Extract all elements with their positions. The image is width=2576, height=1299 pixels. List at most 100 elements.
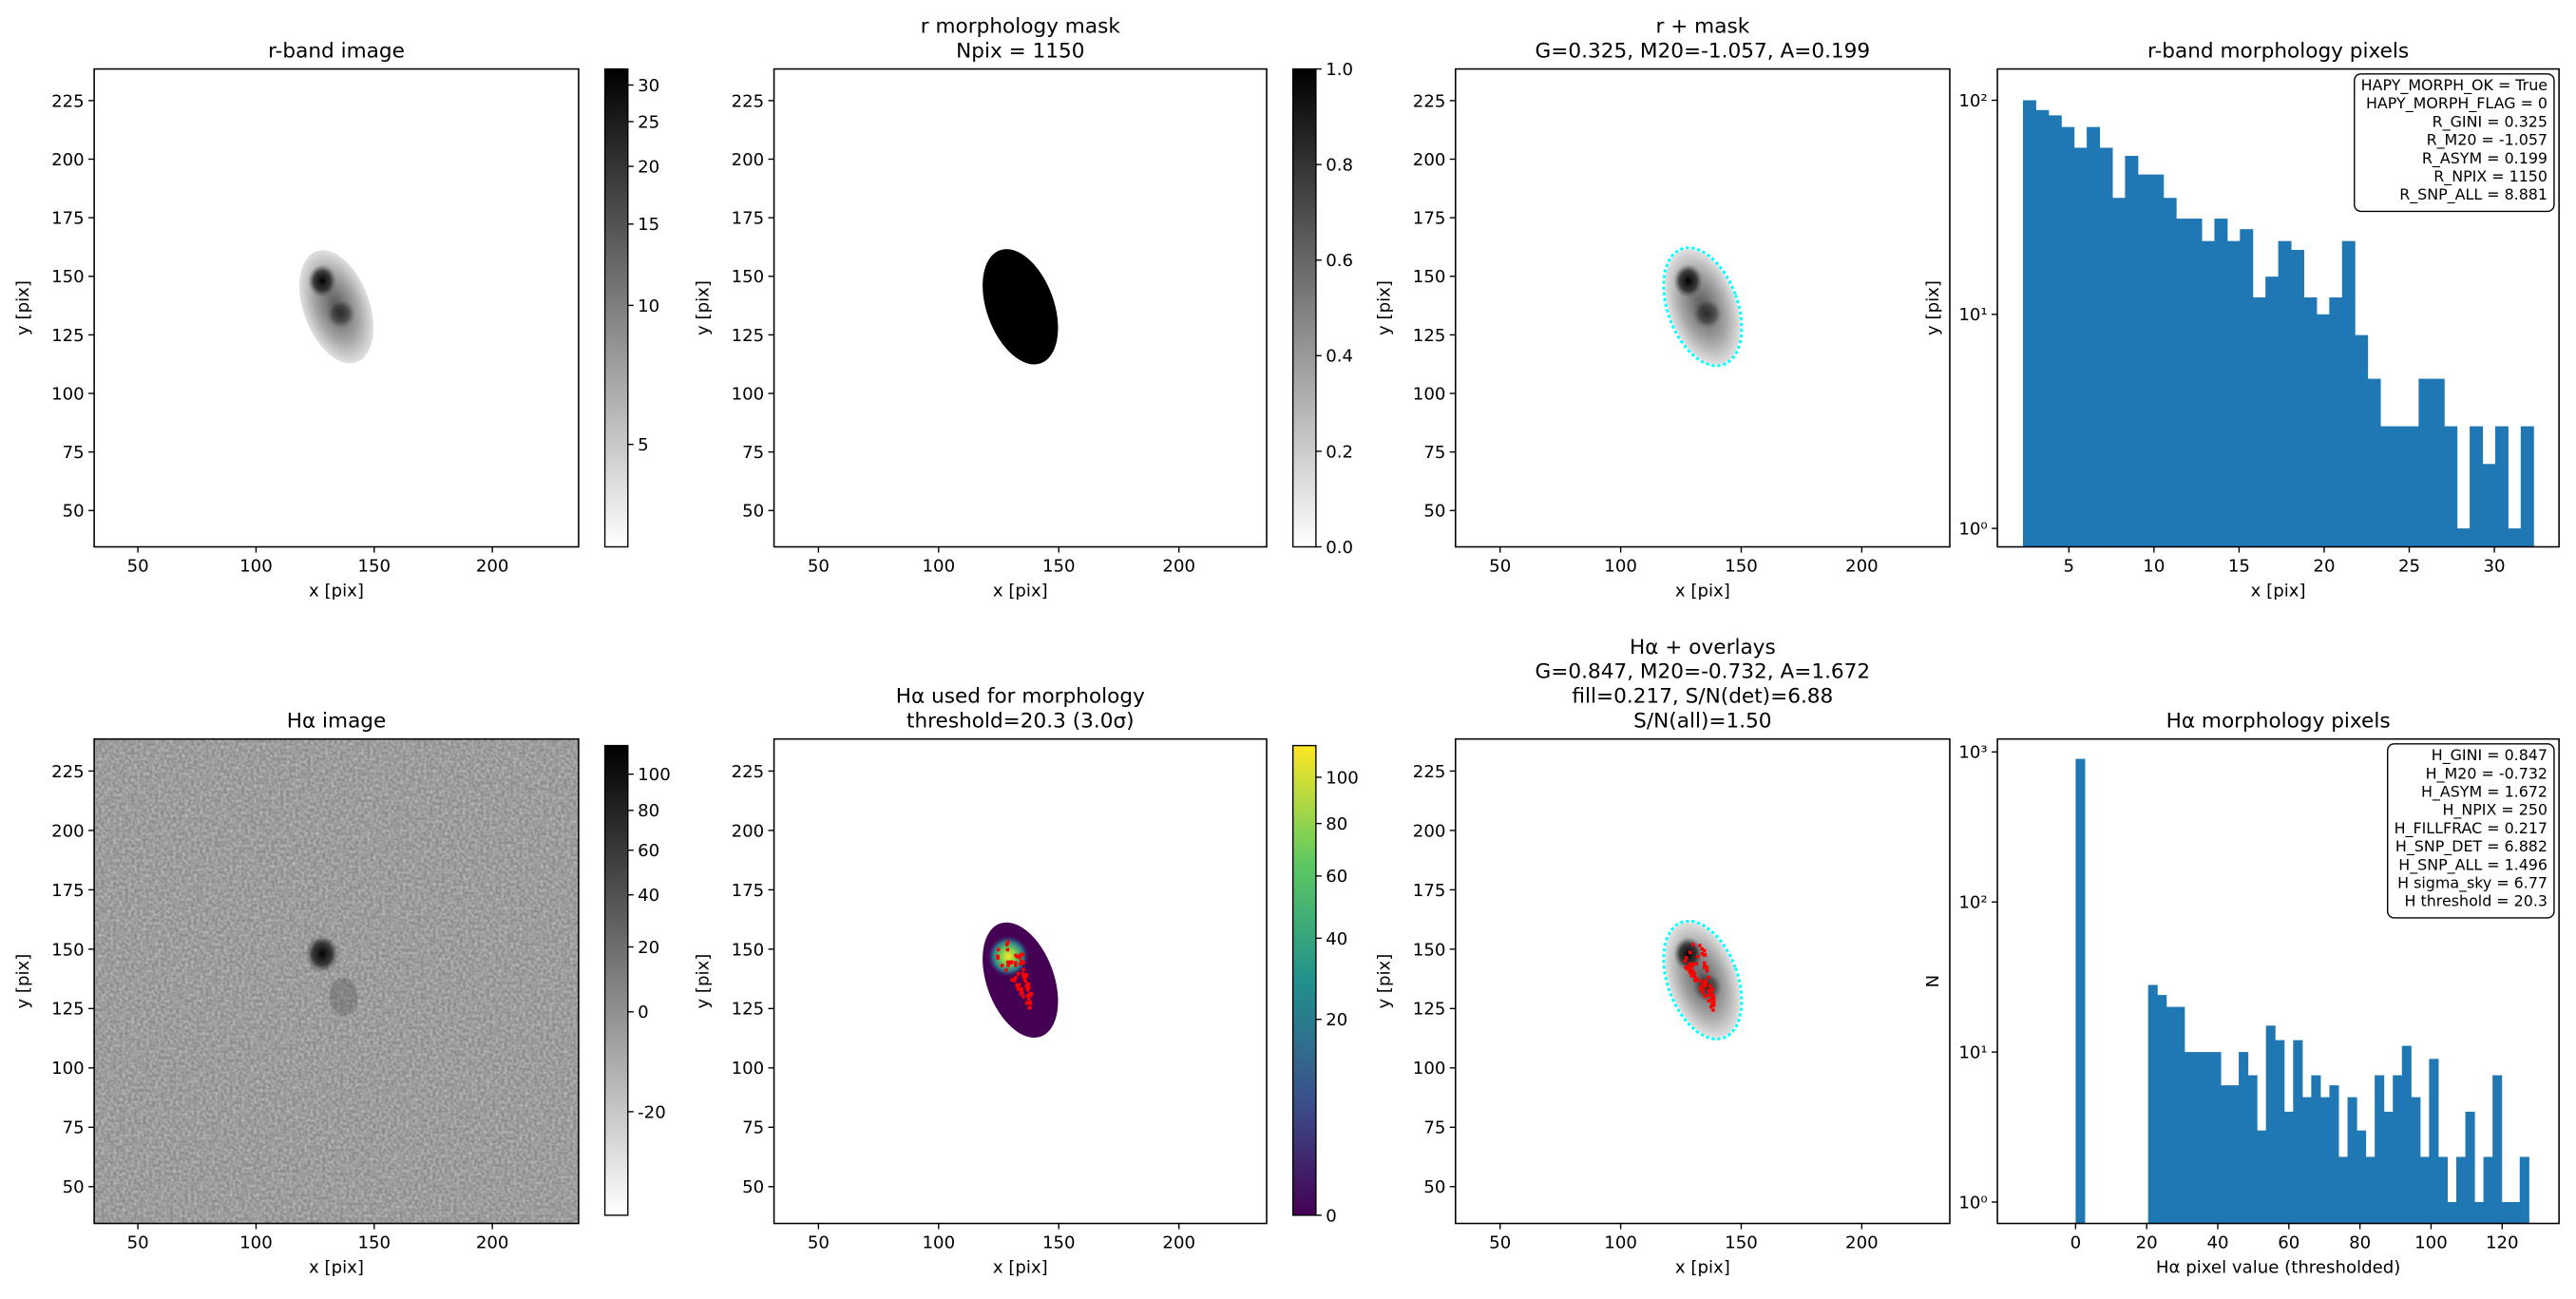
y-axis-label: y [pix] (13, 280, 33, 335)
x-tick-label: 150 (1725, 556, 1758, 576)
annotation-line: HAPY_MORPH_OK = True (2361, 76, 2547, 95)
threshold-contour (996, 954, 1000, 959)
histogram-bar (2429, 1059, 2439, 1224)
plot-area (94, 738, 579, 1224)
x-tick-label: 150 (357, 556, 391, 576)
source-core (986, 934, 1030, 979)
threshold-contour (1025, 1001, 1029, 1005)
histogram-bar (2087, 126, 2101, 547)
axes-frame (93, 67, 580, 548)
threshold-contour (1021, 971, 1025, 976)
histogram-bar (2501, 1201, 2511, 1224)
panel-title: r-band morphology pixels (2147, 39, 2409, 63)
y-tick-label: 50 (742, 1177, 764, 1197)
colorbar-tick-label: 40 (1326, 929, 1347, 949)
colorbar-tick-label: 60 (638, 841, 659, 861)
histogram-bar (2239, 1052, 2249, 1224)
histogram-bar (2494, 426, 2509, 547)
annotation-line: H sigma_sky = 6.77 (2397, 873, 2547, 892)
panel: 50 100 150 200 50 75 100 125 150 175 200 225 x [pix]… (1375, 636, 1951, 1277)
x-tick-label: 100 (1604, 556, 1637, 576)
y-tick-label: 10⁰ (1958, 1193, 1987, 1213)
threshold-contour (1709, 997, 1714, 1001)
panel: 0.0 0.2 0.4 0.6 0.8 1.0 50 100 150 200 50 75 100 125 1… (693, 15, 1353, 602)
x-tick-label: 200 (1845, 1232, 1879, 1252)
y-tick-label: 125 (1413, 1000, 1446, 1020)
annotation-line: H_SNP_DET = 6.882 (2395, 837, 2547, 856)
threshold-contour (1709, 1004, 1713, 1009)
threshold-contour (1018, 983, 1021, 986)
annotation-line: H_GINI = 0.847 (2432, 746, 2547, 765)
threshold-contour (1005, 943, 1009, 946)
threshold-contour (1707, 988, 1711, 993)
histogram-bar (2075, 758, 2086, 1224)
panel-title: fill=0.217, S/N(det)=6.88 (1572, 685, 1833, 709)
histogram-bar (2291, 249, 2304, 547)
histogram-bar (2470, 426, 2484, 547)
threshold-contour (1702, 983, 1706, 986)
source-tail (329, 977, 358, 1016)
plot-area (1662, 919, 1744, 1041)
threshold-contour (1014, 953, 1018, 958)
threshold-contour (1708, 993, 1712, 998)
threshold-contour (1013, 961, 1018, 965)
histogram-bar (2099, 147, 2113, 547)
threshold-contour (1692, 971, 1696, 975)
y-axis-label: N (1923, 975, 1943, 988)
threshold-contour (1689, 950, 1692, 954)
histogram-bar (2157, 995, 2167, 1224)
y-tick-label: 200 (51, 821, 85, 841)
threshold-contour (1711, 1001, 1716, 1004)
y-tick-label: 75 (63, 443, 85, 463)
threshold-contour (1024, 973, 1029, 977)
axes-frame (1996, 737, 2560, 1225)
threshold-contour (1711, 1008, 1715, 1012)
y-tick-label: 200 (51, 150, 85, 170)
threshold-contour (1688, 967, 1691, 972)
y-tick-label: 225 (732, 91, 765, 111)
histogram-bar (2365, 1156, 2376, 1224)
source-core (305, 934, 339, 973)
threshold-contour (1016, 972, 1021, 976)
threshold-contour (1709, 986, 1713, 990)
panel: 0 20 40 60 80 100 120 10⁰ 10¹ 10² 10³ Hα pixel valu… (1923, 710, 2560, 1277)
histogram-bar (2176, 219, 2190, 547)
threshold-contour (1006, 964, 1010, 967)
threshold-contour (1025, 986, 1030, 991)
histogram-bar (2418, 378, 2433, 547)
panel-title: threshold=20.3 (3.0σ) (906, 710, 1135, 734)
threshold-contour (996, 947, 1001, 952)
threshold-contour (1695, 954, 1700, 959)
threshold-contour (1704, 981, 1708, 985)
threshold-contour (996, 956, 1000, 960)
colorbar-tick-label: 60 (1326, 867, 1347, 887)
threshold-contour (1703, 984, 1708, 988)
histogram-bar (2188, 219, 2203, 547)
y-tick-label: 10³ (1958, 743, 1987, 763)
source-core (308, 264, 337, 298)
annotation-line: H threshold = 20.3 (2405, 892, 2548, 910)
annotation-line: H_FILLFRAC = 0.217 (2395, 819, 2547, 838)
histogram-bar (2380, 426, 2395, 547)
y-tick-label: 10² (1958, 893, 1987, 913)
y-tick-label: 225 (51, 762, 85, 782)
y-tick-label: 75 (742, 443, 764, 463)
axes-frame (1454, 67, 1951, 548)
histogram-bar (2240, 229, 2254, 547)
x-axis-label: x [pix] (309, 581, 364, 601)
histogram-bar (2303, 296, 2318, 547)
colorbar-tick-label: 1.0 (1326, 60, 1353, 80)
axes-frame (773, 737, 1268, 1225)
threshold-contour (1014, 964, 1018, 967)
annotation-line: R_GINI = 0.325 (2433, 112, 2547, 131)
x-tick-label: 15 (2228, 556, 2250, 576)
x-tick-label: 120 (2486, 1232, 2519, 1252)
threshold-contour (1690, 943, 1695, 946)
panel-title: G=0.325, M20=-1.057, A=0.199 (1536, 39, 1871, 63)
y-tick-label: 75 (63, 1118, 85, 1138)
annotation-box (2387, 743, 2555, 919)
colorbar-tick-label: 80 (1326, 814, 1347, 834)
panel: 0 20 40 60 80 100 50 100 150 200 50 75 100 125 150 175 2… (693, 685, 1358, 1278)
threshold-contour (1699, 984, 1703, 989)
y-tick-label: 100 (732, 384, 765, 404)
